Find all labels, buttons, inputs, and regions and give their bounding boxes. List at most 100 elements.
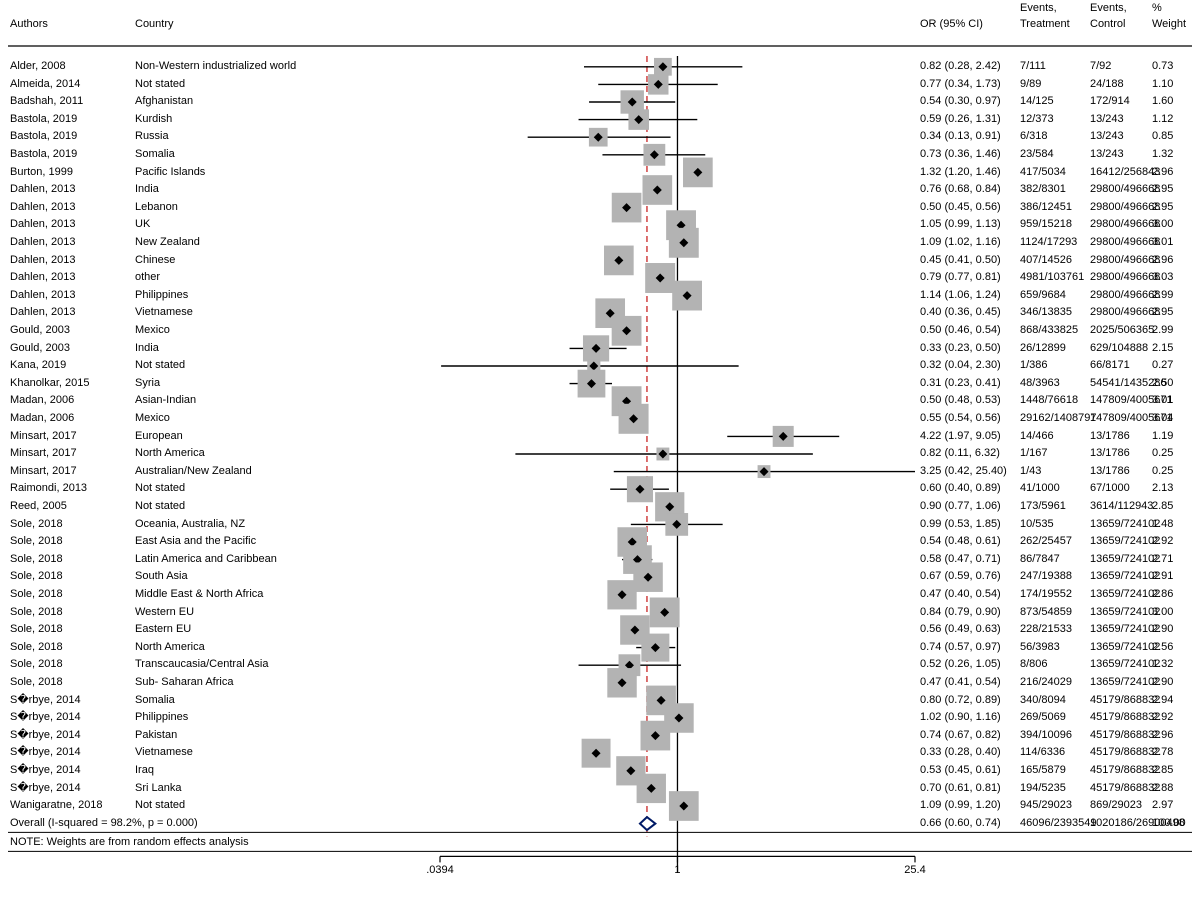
cell-ctrl: 29800/496668 (1090, 181, 1160, 198)
cell-wt: 2.15 (1152, 340, 1173, 357)
study-row: Dahlen, 2013Chinese0.45 (0.41, 0.50)407/… (0, 252, 1200, 269)
study-row: Dahlen, 2013Lebanon0.50 (0.45, 0.56)386/… (0, 199, 1200, 216)
cell-trt: 868/433825 (1020, 322, 1078, 339)
cell-trt: 8/806 (1020, 656, 1048, 673)
study-row: Sole, 2018Eastern EU0.56 (0.49, 0.63)228… (0, 621, 1200, 638)
cell-wt: 2.96 (1152, 252, 1173, 269)
cell-country: Syria (135, 375, 445, 392)
cell-country: Pakistan (135, 727, 445, 744)
cell-wt: 1.32 (1152, 656, 1173, 673)
cell-wt: 2.92 (1152, 533, 1173, 550)
cell-or: 0.40 (0.36, 0.45) (920, 304, 1001, 321)
study-row: Alder, 2008Non-Western industrialized wo… (0, 58, 1200, 75)
axis-tick-label: .0394 (426, 864, 454, 876)
cell-trt: 56/3983 (1020, 639, 1060, 656)
study-row: Dahlen, 2013Philippines1.14 (1.06, 1.24)… (0, 287, 1200, 304)
cell-or: 4.22 (1.97, 9.05) (920, 428, 1001, 445)
cell-trt: 10/535 (1020, 516, 1054, 533)
cell-trt: 7/111 (1020, 58, 1046, 75)
cell-trt: 340/8094 (1020, 692, 1066, 709)
cell-country: Transcaucasia/Central Asia (135, 656, 445, 673)
cell-trt: 194/5235 (1020, 780, 1066, 797)
cell-wt: 1.60 (1152, 93, 1173, 110)
cell-authors: Kana, 2019 (10, 357, 140, 374)
study-row: S�rbye, 2014Pakistan0.74 (0.67, 0.82)394… (0, 727, 1200, 744)
cell-authors: Wanigaratne, 2018 (10, 797, 140, 814)
cell-country: Not stated (135, 76, 445, 93)
cell-wt: 2.50 (1152, 375, 1173, 392)
study-row: Sole, 2018Sub- Saharan Africa0.47 (0.41,… (0, 674, 1200, 691)
study-row: Sole, 2018South Asia0.67 (0.59, 0.76)247… (0, 568, 1200, 585)
cell-country: India (135, 340, 445, 357)
cell-country: Somalia (135, 146, 445, 163)
axis-tick-label: 1 (674, 864, 680, 876)
cell-wt: 2.94 (1152, 692, 1173, 709)
cell-or: 0.90 (0.77, 1.06) (920, 498, 1001, 515)
cell-ctrl: 13659/724102 (1090, 604, 1160, 621)
cell-trt: 48/3963 (1020, 375, 1060, 392)
cell-or: 0.47 (0.40, 0.54) (920, 586, 1001, 603)
cell-wt: 2.88 (1152, 780, 1173, 797)
cell-or: 1.02 (0.90, 1.16) (920, 709, 1001, 726)
cell-wt: 1.32 (1152, 146, 1173, 163)
cell-or: 0.45 (0.41, 0.50) (920, 252, 1001, 269)
cell-authors: Dahlen, 2013 (10, 269, 140, 286)
cell-country: other (135, 269, 445, 286)
cell-authors: Sole, 2018 (10, 674, 140, 691)
cell-wt: 3.01 (1152, 392, 1173, 409)
study-row: Minsart, 2017Australian/New Zealand3.25 … (0, 463, 1200, 480)
cell-or: 0.79 (0.77, 0.81) (920, 269, 1001, 286)
cell-ctrl: 13659/724102 (1090, 674, 1160, 691)
cell-or: 0.82 (0.28, 2.42) (920, 58, 1001, 75)
cell-ctrl: 13/1786 (1090, 428, 1130, 445)
cell-country: Not stated (135, 797, 445, 814)
study-row: Sole, 2018Oceania, Australia, NZ0.99 (0.… (0, 516, 1200, 533)
study-row: Dahlen, 2013New Zealand1.09 (1.02, 1.16)… (0, 234, 1200, 251)
study-row: Gould, 2003Mexico0.50 (0.46, 0.54)868/43… (0, 322, 1200, 339)
cell-or: 0.74 (0.57, 0.97) (920, 639, 1001, 656)
cell-trt: 247/19388 (1020, 568, 1072, 585)
study-row: Burton, 1999Pacific Islands1.32 (1.20, 1… (0, 164, 1200, 181)
cell-or: 0.33 (0.28, 0.40) (920, 744, 1001, 761)
cell-or: 1.05 (0.99, 1.13) (920, 216, 1001, 233)
cell-or: 0.50 (0.46, 0.54) (920, 322, 1001, 339)
study-row: Gould, 2003India0.33 (0.23, 0.50)26/1289… (0, 340, 1200, 357)
cell-authors: Raimondi, 2013 (10, 480, 140, 497)
cell-wt: 2.13 (1152, 480, 1173, 497)
cell-or: 0.67 (0.59, 0.76) (920, 568, 1001, 585)
cell-ctrl: 13659/724102 (1090, 551, 1160, 568)
cell-authors: Gould, 2003 (10, 340, 140, 357)
study-row: Kana, 2019Not stated0.32 (0.04, 2.30)1/3… (0, 357, 1200, 374)
cell-or: 0.66 (0.60, 0.74) (920, 815, 1001, 832)
study-row: Badshah, 2011Afghanistan0.54 (0.30, 0.97… (0, 93, 1200, 110)
cell-authors: Dahlen, 2013 (10, 181, 140, 198)
cell-authors: Sole, 2018 (10, 621, 140, 638)
cell-country: Chinese (135, 252, 445, 269)
study-row: Dahlen, 2013India0.76 (0.68, 0.84)382/83… (0, 181, 1200, 198)
cell-trt: 23/584 (1020, 146, 1054, 163)
cell-country: Not stated (135, 498, 445, 515)
cell-ctrl: 13/243 (1090, 111, 1124, 128)
cell-or: 3.25 (0.42, 25.40) (920, 463, 1007, 480)
cell-or: 0.59 (0.26, 1.31) (920, 111, 1001, 128)
cell-wt: 2.85 (1152, 498, 1173, 515)
cell-authors: Sole, 2018 (10, 516, 140, 533)
cell-wt: 2.56 (1152, 639, 1173, 656)
cell-trt: 9/89 (1020, 76, 1041, 93)
study-row: Almeida, 2014Not stated0.77 (0.34, 1.73)… (0, 76, 1200, 93)
cell-trt: 407/14526 (1020, 252, 1072, 269)
study-row: Sole, 2018Middle East & North Africa0.47… (0, 586, 1200, 603)
cell-or: 0.31 (0.23, 0.41) (920, 375, 1001, 392)
study-row: Sole, 2018Transcaucasia/Central Asia0.52… (0, 656, 1200, 673)
cell-trt: 114/6336 (1020, 744, 1065, 761)
cell-ctrl: 3614/112943 (1090, 498, 1153, 515)
cell-country: Eastern EU (135, 621, 445, 638)
cell-or: 0.76 (0.68, 0.84) (920, 181, 1001, 198)
cell-ctrl: 13659/724102 (1090, 656, 1160, 673)
cell-trt: 386/12451 (1020, 199, 1072, 216)
cell-authors: S�rbye, 2014 (10, 692, 140, 709)
cell-or: 1.09 (0.99, 1.20) (920, 797, 1001, 814)
cell-wt: 3.04 (1152, 410, 1173, 427)
cell-wt: 2.71 (1152, 551, 1173, 568)
study-row: S�rbye, 2014Vietnamese0.33 (0.28, 0.40)1… (0, 744, 1200, 761)
